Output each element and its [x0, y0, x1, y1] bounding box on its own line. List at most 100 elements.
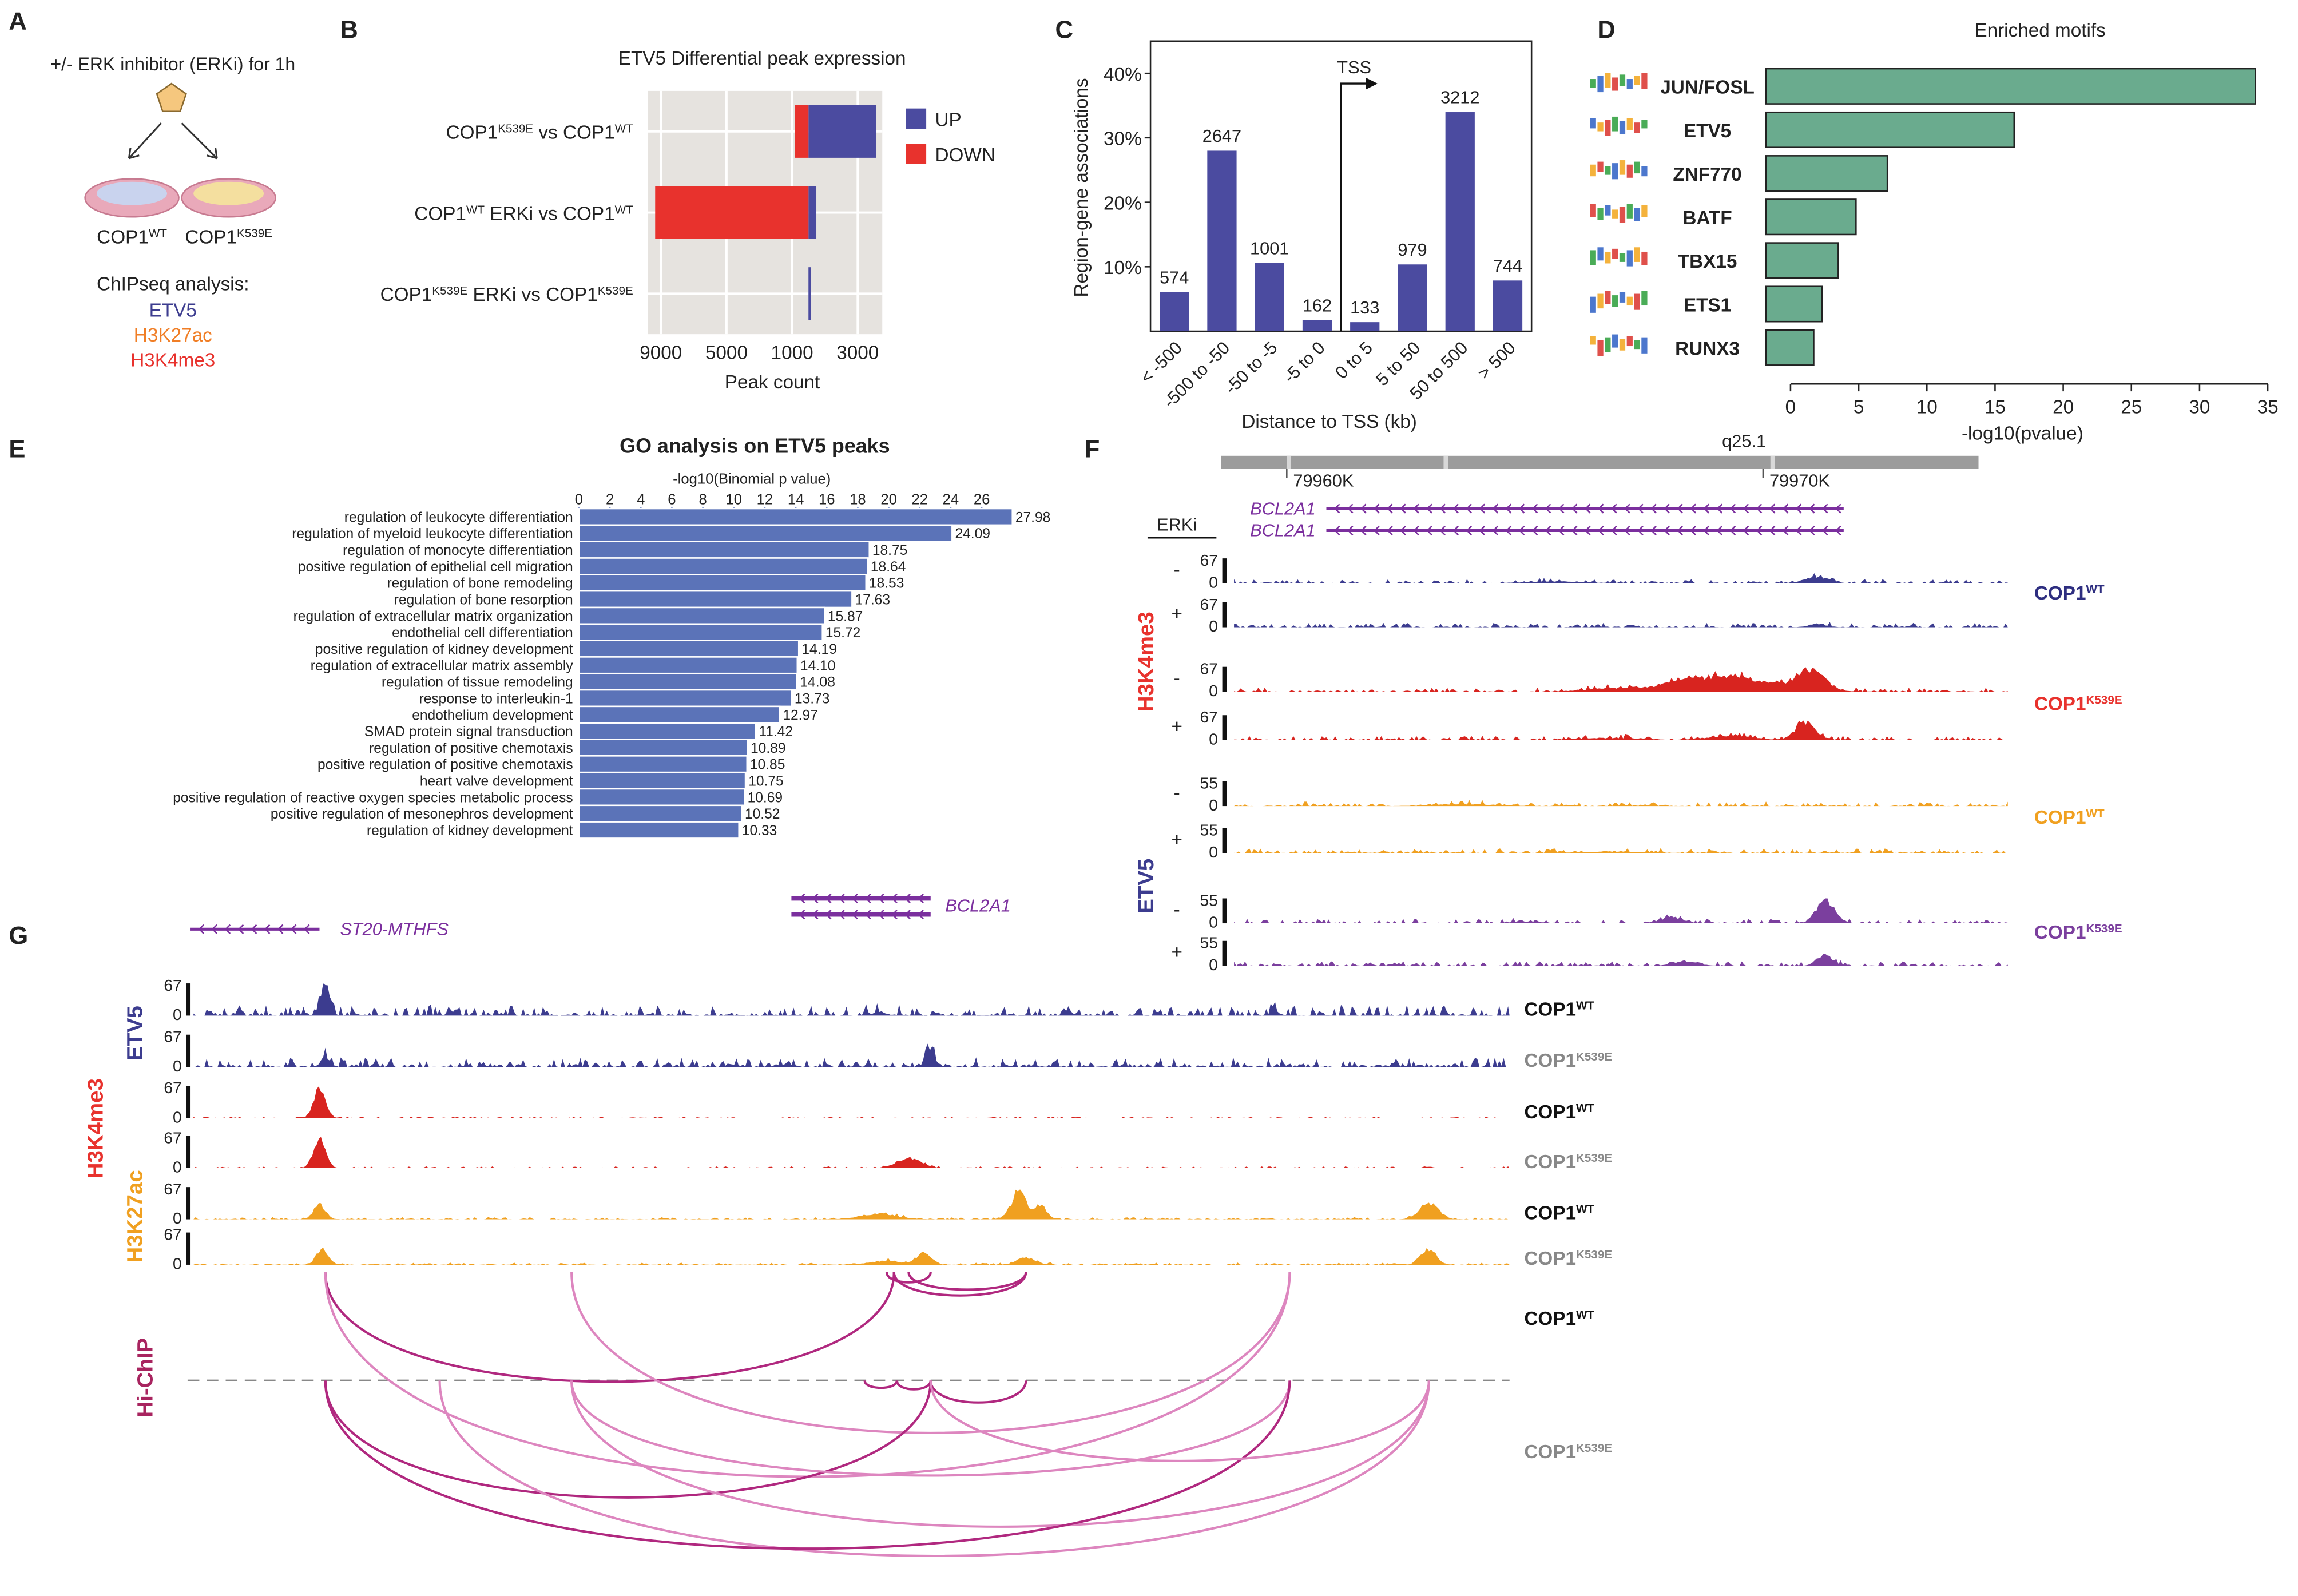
- scale-min: 0: [173, 1254, 182, 1273]
- scale-max: 67: [1200, 660, 1218, 678]
- count-label: 133: [1350, 297, 1379, 317]
- bar: [578, 755, 748, 773]
- category-label: regulation of positive chemotaxis: [369, 741, 573, 756]
- value-label: 10.52: [745, 807, 780, 822]
- scale-max: 67: [164, 1225, 181, 1243]
- text-part: WT: [1576, 1202, 1594, 1216]
- x-tick-label: 20: [880, 491, 897, 507]
- sample-label: COP1K539E: [1524, 1248, 1612, 1269]
- motif-logo: [1619, 292, 1626, 303]
- value-label: 15.72: [825, 625, 861, 641]
- motif-logo: [1619, 74, 1626, 86]
- bar: [1765, 68, 2256, 105]
- bar: [1445, 112, 1475, 332]
- scale-min: 0: [1209, 843, 1218, 861]
- scale-max: 67: [164, 1078, 181, 1097]
- bar: [1765, 111, 2015, 148]
- motif-logo: [1641, 251, 1648, 265]
- motif-logo: [1619, 253, 1626, 262]
- scale-bar: [186, 1187, 191, 1220]
- treatment-sign: -: [1174, 899, 1180, 920]
- legend-swatch: [906, 144, 927, 164]
- text-part: COP1: [2034, 583, 2086, 604]
- signal-track: [1234, 622, 2008, 628]
- bar: [578, 623, 823, 641]
- text-part: WT: [1576, 1101, 1594, 1114]
- signal-track: [1234, 898, 2008, 924]
- mark-label: ETV5: [123, 1006, 148, 1061]
- value-label: 12.97: [783, 708, 818, 723]
- mark-label: H3K27ac: [123, 1170, 148, 1262]
- hichip-loop: [929, 1380, 1027, 1404]
- scale-min: 0: [1209, 573, 1218, 591]
- x-tick-label: 16: [819, 491, 835, 507]
- motif-logo: [1619, 160, 1626, 175]
- value-label: 14.19: [801, 642, 837, 657]
- text-part: K539E: [498, 122, 533, 135]
- count-label: 1001: [1250, 238, 1289, 258]
- count-label: 744: [1493, 256, 1522, 276]
- motif-logo: [1626, 164, 1633, 178]
- scale-min: 0: [1209, 617, 1218, 635]
- bar: [1493, 280, 1523, 332]
- y-tick-label: 30%: [1104, 129, 1142, 150]
- bar: [578, 656, 799, 674]
- bar: [808, 105, 876, 158]
- hichip-loop: [324, 1272, 895, 1383]
- mark-label: H3K27ac: [134, 325, 212, 346]
- text-part: WT: [2086, 807, 2105, 820]
- gene-strand: [198, 924, 310, 934]
- category-label: heart valve development: [420, 774, 573, 789]
- scale-max: 67: [164, 1128, 181, 1146]
- x-tick-label: 30: [2189, 397, 2210, 418]
- category-label: regulation of tissue remodeling: [382, 675, 573, 690]
- bar: [1765, 198, 1857, 236]
- bar: [578, 524, 953, 542]
- value-label: 10.33: [742, 823, 777, 839]
- x-axis-title: Distance to TSS (kb): [1241, 411, 1417, 432]
- hichip-label: Hi-ChIP: [133, 1338, 157, 1418]
- y-tick-label: 40%: [1104, 64, 1142, 85]
- motif-logo: [1626, 118, 1633, 130]
- band-label: q25.1: [1722, 431, 1766, 451]
- treatment-sign: -: [1174, 559, 1180, 581]
- value-label: 15.87: [828, 609, 863, 624]
- bar: [578, 821, 740, 839]
- scale-bar: [186, 1232, 191, 1265]
- hichip-loop: [895, 1380, 932, 1391]
- x-axis-title: -log10(pvalue): [1962, 423, 2083, 444]
- motif-logo: [1597, 161, 1604, 172]
- treatment-label: +/- ERK inhibitor (ERKi) for 1h: [50, 54, 295, 74]
- text-part: ERKi vs COP1: [485, 203, 615, 224]
- scale-min: 0: [1209, 729, 1218, 748]
- bar: [578, 804, 743, 823]
- scale-max: 67: [1200, 551, 1218, 569]
- bar: [578, 557, 869, 575]
- hichip-loop: [570, 1380, 1291, 1477]
- text-part: K539E: [598, 284, 633, 297]
- motif-logo: [1605, 337, 1611, 352]
- category-label: COP1K539E vs COP1WT: [446, 122, 634, 144]
- value-label: 13.73: [795, 691, 830, 706]
- value-label: 27.98: [1015, 510, 1051, 525]
- group-label: H3K4me3: [1134, 612, 1158, 712]
- x-tick-label: 10: [1916, 397, 1938, 418]
- x-tick-label: -5 to 0: [1279, 338, 1328, 387]
- panel-letter: F: [1085, 435, 1100, 463]
- x-tick-label: 25: [2121, 397, 2142, 418]
- text-part: COP1: [97, 227, 149, 248]
- scale-bar: [1222, 666, 1227, 692]
- motif-logo: [1590, 336, 1596, 345]
- scale-bar: [1222, 558, 1227, 583]
- scale-max: 67: [164, 1027, 181, 1046]
- scale-max: 55: [1200, 891, 1218, 909]
- y-axis-title: Region-gene associations: [1071, 78, 1092, 297]
- x-tick-label: 24: [943, 491, 959, 507]
- bar: [578, 574, 867, 592]
- bar: [578, 771, 747, 790]
- value-label: 10.89: [751, 741, 786, 756]
- signal-track: [193, 983, 1510, 1016]
- scale-bar: [1222, 781, 1227, 807]
- motif-logo: [1612, 334, 1618, 348]
- motif-logo: [1590, 164, 1596, 177]
